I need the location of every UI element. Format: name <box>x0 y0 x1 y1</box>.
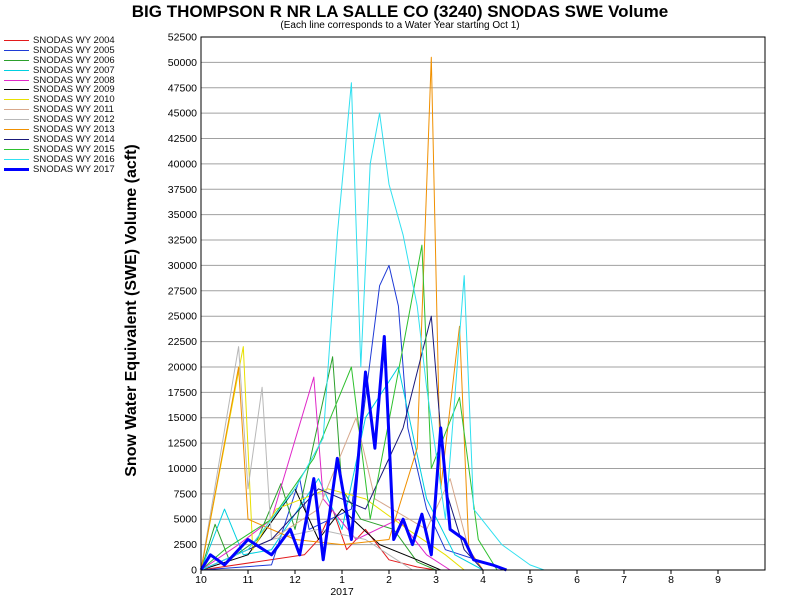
legend-swatch <box>4 69 29 71</box>
x-tick-label: 7 <box>621 574 627 586</box>
legend-label: SNODAS WY 2007 <box>33 64 115 76</box>
legend-item: SNODAS WY 2014 <box>4 133 154 145</box>
legend-swatch <box>4 99 29 101</box>
legend-swatch <box>4 40 29 41</box>
y-axis-label: Snow Water Equivalent (SWE) Volume (acft… <box>123 144 140 476</box>
y-tick-label: 0 <box>191 565 197 577</box>
series-line <box>200 366 484 571</box>
legend-swatch <box>4 119 29 121</box>
x-year-label: 2017 <box>330 586 354 598</box>
legend-swatch <box>4 167 29 171</box>
y-tick-label: 42500 <box>168 133 197 145</box>
y-tick-label: 22500 <box>168 336 197 348</box>
y-tick-label: 37500 <box>168 184 197 196</box>
legend-swatch <box>4 109 29 111</box>
x-tick-label: 6 <box>574 574 580 586</box>
legend-label: SNODAS WY 2009 <box>33 84 115 96</box>
legend-label: SNODAS WY 2011 <box>33 104 114 116</box>
y-tick-label: 25000 <box>168 311 197 323</box>
legend-label: SNODAS WY 2006 <box>33 54 115 66</box>
y-tick-label: 12500 <box>168 438 197 450</box>
legend-swatch <box>4 79 29 81</box>
y-tick-label: 27500 <box>168 285 197 297</box>
series-line <box>200 56 484 571</box>
x-tick-label: 3 <box>433 574 439 586</box>
x-tick-label: 5 <box>527 574 533 586</box>
x-tick-label: 4 <box>480 574 486 586</box>
legend-item: SNODAS WY 2017 <box>4 163 154 175</box>
legend-swatch <box>4 59 29 61</box>
y-tick-label: 35000 <box>168 209 197 221</box>
legend-item: SNODAS WY 2012 <box>4 114 154 126</box>
y-tick-label: 15000 <box>168 412 197 424</box>
y-tick-label: 40000 <box>168 158 197 170</box>
legend-swatch <box>4 129 29 131</box>
y-tick-label: 7500 <box>174 488 198 500</box>
y-tick-label: 2500 <box>174 539 198 551</box>
legend-item: SNODAS WY 2015 <box>4 143 154 155</box>
legend-item: SNODAS WY 2008 <box>4 74 154 86</box>
series-line <box>199 335 508 572</box>
legend-item: SNODAS WY 2011 <box>4 104 154 116</box>
y-tick-label: 52500 <box>168 32 197 44</box>
legend-label: SNODAS WY 2014 <box>33 133 115 145</box>
legend-item: SNODAS WY 2004 <box>4 35 154 46</box>
y-tick-label: 32500 <box>168 235 197 247</box>
legend-label: SNODAS WY 2008 <box>33 74 115 86</box>
series-line <box>200 244 498 571</box>
x-tick-label: 11 <box>243 574 254 586</box>
legend-label: SNODAS WY 2004 <box>33 35 115 46</box>
legend-swatch <box>4 158 29 160</box>
chart-title: BIG THOMPSON R NR LA SALLE CO (3240) SNO… <box>131 2 669 21</box>
legend-item: SNODAS WY 2006 <box>4 54 154 66</box>
legend-label: SNODAS WY 2013 <box>33 124 115 136</box>
legend-label: SNODAS WY 2010 <box>33 94 115 106</box>
legend-label: SNODAS WY 2005 <box>33 44 115 56</box>
y-tick-label: 30000 <box>168 260 197 272</box>
legend-label: SNODAS WY 2016 <box>33 153 115 165</box>
x-tick-label: 9 <box>715 574 721 586</box>
x-tick-label: 12 <box>289 574 301 586</box>
legend-label: SNODAS WY 2015 <box>33 143 115 155</box>
legend-item: SNODAS WY 2005 <box>4 44 154 56</box>
y-tick-label: 50000 <box>168 57 197 69</box>
series-line <box>200 315 484 571</box>
legend-swatch <box>4 89 29 91</box>
x-tick-label: 8 <box>668 574 674 586</box>
legend-item: SNODAS WY 2010 <box>4 94 154 106</box>
x-tick-label: 10 <box>195 574 207 586</box>
series-line <box>200 417 484 571</box>
y-tick-label: 17500 <box>168 387 197 399</box>
chart-subtitle: (Each line corresponds to a Water Year s… <box>280 20 520 31</box>
y-tick-label: 5000 <box>174 514 198 526</box>
y-tick-label: 10000 <box>168 463 197 475</box>
legend-swatch <box>4 138 29 140</box>
y-tick-label: 47500 <box>168 82 197 94</box>
legend: SNODAS WY 2004 SNODAS WY 2005 SNODAS WY 20… <box>4 35 154 175</box>
legend-item: SNODAS WY 2009 <box>4 84 154 96</box>
legend-item: SNODAS WY 2016 <box>4 153 154 165</box>
x-tick-label: 1 <box>339 574 345 586</box>
series-line <box>200 356 437 571</box>
y-tick-label: 45000 <box>168 108 197 120</box>
legend-swatch <box>4 49 29 51</box>
series-line <box>200 508 437 571</box>
legend-label: SNODAS WY 2012 <box>33 114 115 126</box>
y-tick-label: 20000 <box>168 361 197 373</box>
legend-label: SNODAS WY 2017 <box>33 163 115 175</box>
legend-swatch <box>4 148 29 150</box>
legend-item: SNODAS WY 2007 <box>4 64 154 76</box>
x-tick-label: 2 <box>386 574 392 586</box>
series-line <box>200 82 545 571</box>
legend-item: SNODAS WY 2013 <box>4 124 154 136</box>
plot-frame <box>200 36 766 571</box>
